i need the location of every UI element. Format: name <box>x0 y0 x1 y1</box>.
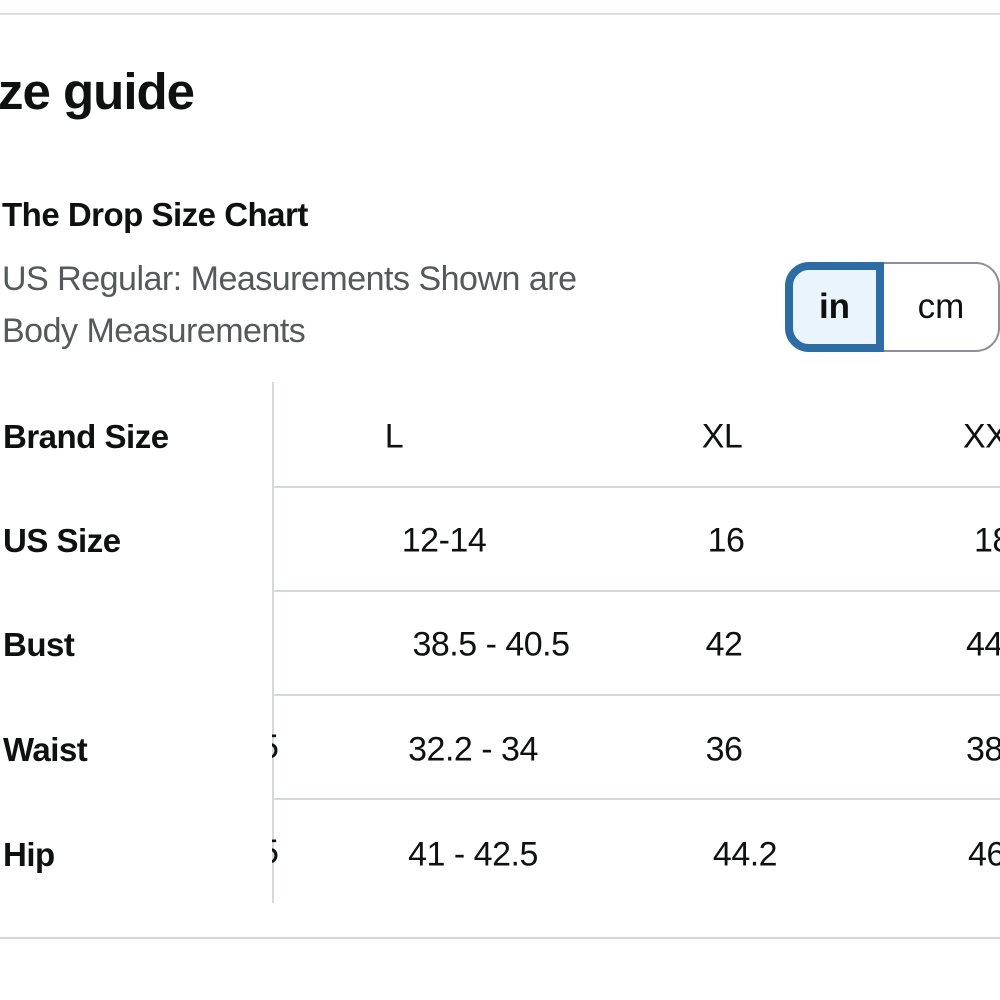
table-cell: 41 - 42.5 <box>408 835 538 874</box>
unit-cm-button[interactable]: cm <box>884 262 1000 352</box>
table-cell: 18 <box>974 521 1000 560</box>
section-bottom-divider <box>0 937 1000 939</box>
table-row-divider <box>273 486 1000 488</box>
row-header-hip: Hip <box>3 836 55 873</box>
table-cell: 36 <box>705 730 743 769</box>
row-header-us-size: US Size <box>3 522 121 559</box>
table-row-divider <box>273 798 1000 800</box>
column-header: XXL <box>963 417 1000 456</box>
column-header: L <box>384 417 404 456</box>
row-header-brand-size: Brand Size <box>3 418 169 455</box>
chart-subtitle: US Regular: Measurements Shown are Body … <box>2 253 577 357</box>
table-row-divider <box>273 694 1000 696</box>
table-cell: 38.5 - 40.5 <box>412 625 570 664</box>
table-row-divider <box>273 590 1000 592</box>
chart-subtitle-line2: Body Measurements <box>2 312 306 350</box>
table-cell: 38 <box>966 730 1000 769</box>
table-cell: 32.2 - 34 <box>408 730 538 769</box>
row-header-bust: Bust <box>3 626 75 663</box>
table-cell: 44.2 <box>712 835 778 874</box>
chart-subtitle-line1: US Regular: Measurements Shown are <box>2 260 577 298</box>
table-cell: 16 <box>707 521 745 560</box>
table-cell: 12-14 <box>401 521 487 560</box>
table-cell: 46 <box>968 835 1000 874</box>
clipped-cell-fragment: 5 <box>272 833 294 877</box>
chart-title: The Drop Size Chart <box>2 196 308 233</box>
unit-in-button[interactable]: in <box>785 262 884 352</box>
table-cell: 42 <box>705 625 743 664</box>
table-scroll-area[interactable] <box>274 382 1000 903</box>
table-cell: 44 <box>966 625 1000 664</box>
top-divider <box>0 13 1000 15</box>
row-header-waist: Waist <box>3 731 88 768</box>
column-header: XL <box>701 417 743 456</box>
clipped-cell-fragment: 5 <box>272 728 294 772</box>
table-vertical-divider <box>272 382 274 903</box>
page-title: ze guide <box>0 63 195 120</box>
unit-toggle: in cm <box>785 262 1000 352</box>
